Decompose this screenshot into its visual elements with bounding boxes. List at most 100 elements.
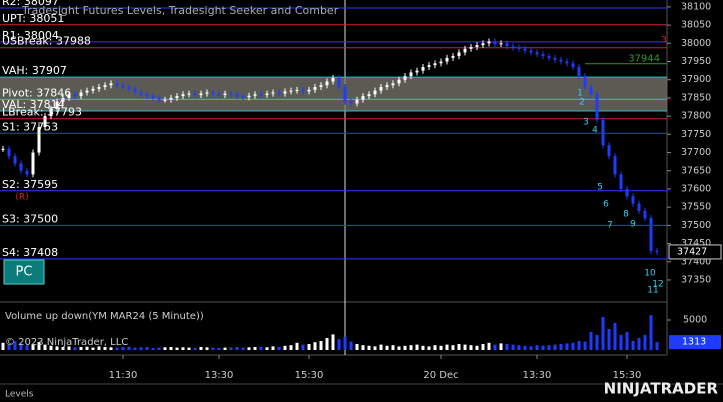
volume-bar <box>589 332 593 350</box>
y-tick-label: 37400 <box>681 256 711 267</box>
candle-body <box>7 148 11 157</box>
volume-bar <box>73 347 77 350</box>
volume-bar <box>169 347 173 350</box>
annotation: 9 <box>630 220 636 230</box>
volume-bar <box>79 347 83 350</box>
candle-body <box>115 83 119 86</box>
volume-bar <box>139 347 143 350</box>
candle-body <box>409 72 413 77</box>
candle-body <box>439 61 443 64</box>
volume-bar <box>367 345 371 350</box>
volume-bar <box>31 344 35 350</box>
volume-bar <box>49 345 53 350</box>
candle-body <box>619 174 623 189</box>
volume-bar <box>649 315 653 350</box>
volume-bar <box>361 345 365 350</box>
volume-bar <box>25 345 29 350</box>
candle-body <box>649 218 653 251</box>
volume-bar <box>625 332 629 350</box>
volume-bar <box>235 347 239 350</box>
volume-bar <box>355 344 359 350</box>
x-tick-label: 11:30 <box>109 370 138 381</box>
level-label: Pivot: 37846 <box>2 86 71 99</box>
candle-body <box>97 87 101 89</box>
volume-bar <box>7 344 11 350</box>
candle-body <box>295 89 299 91</box>
candle-body <box>499 43 503 45</box>
volume-bar <box>55 346 59 350</box>
volume-bar <box>121 347 125 350</box>
candle-body <box>643 210 647 219</box>
candle-body <box>511 46 515 48</box>
candle-body <box>457 52 461 57</box>
volume-bar <box>133 347 137 350</box>
candle-body <box>505 43 509 47</box>
volume-bar <box>259 346 263 350</box>
candle-body <box>235 94 239 97</box>
volume-bar <box>553 344 557 350</box>
volume-bar <box>373 346 377 350</box>
volume-bar <box>91 347 95 350</box>
volume-bar <box>457 344 461 350</box>
candle-body <box>13 156 17 164</box>
y-tick-label: 37850 <box>681 92 711 103</box>
candle-body <box>451 56 455 58</box>
candle-body <box>193 93 197 96</box>
volume-bar <box>529 346 533 350</box>
candle-body <box>325 81 329 86</box>
volume-bar <box>487 342 491 350</box>
volume-bar <box>67 346 71 350</box>
candle-body <box>217 94 221 96</box>
candle-body <box>529 50 533 53</box>
annotation: 11 <box>647 286 658 296</box>
level-label: VAH: 37907 <box>2 64 67 77</box>
level-label: UPT: 38051 <box>2 12 64 25</box>
volume-bar <box>115 347 119 350</box>
volume-bar <box>19 343 23 350</box>
volume-bar <box>103 347 107 350</box>
y-tick-label: 37900 <box>681 74 711 85</box>
candle-body <box>385 85 389 88</box>
volume-bar <box>499 343 503 350</box>
annotation: (R) <box>15 193 28 203</box>
volume-bar <box>265 347 269 350</box>
candle-body <box>271 92 275 94</box>
pc-button[interactable] <box>3 259 45 285</box>
volume-bar <box>619 335 623 350</box>
volume-bar <box>163 347 167 350</box>
volume-bar <box>187 347 191 350</box>
y-tick-label: 38050 <box>681 20 711 31</box>
candle-body <box>277 92 281 94</box>
candle-body <box>19 163 23 171</box>
target-label: 37944 <box>628 54 660 65</box>
level-label: S1: 37753 <box>2 120 58 133</box>
candle-body <box>283 91 287 94</box>
volume-bar <box>313 342 317 350</box>
candle-body <box>349 101 353 104</box>
candle-body <box>187 93 191 95</box>
tab-label[interactable]: Levels <box>5 390 34 400</box>
volume-bar <box>343 336 347 350</box>
candle-body <box>157 97 161 100</box>
x-tick-label: 13:30 <box>523 370 552 381</box>
last-volume-label: 1313 <box>682 337 706 348</box>
candle-body <box>73 94 77 97</box>
annotation: 1 <box>577 89 583 99</box>
volume-bar <box>493 344 497 350</box>
candle-body <box>223 93 227 96</box>
level-label: S3: 37500 <box>2 212 58 225</box>
candle-body <box>427 65 431 67</box>
volume-bar <box>151 347 155 350</box>
volume-bar <box>469 345 473 350</box>
candle-body <box>355 99 359 104</box>
volume-bar <box>37 342 41 350</box>
pc-button-label[interactable]: PC <box>16 265 33 280</box>
candle-body <box>103 85 107 88</box>
volume-bar <box>655 342 659 350</box>
candle-body <box>607 145 611 157</box>
volume-bar <box>547 345 551 350</box>
candle-body <box>547 56 551 58</box>
candle-body <box>571 63 575 67</box>
volume-bar <box>223 347 227 350</box>
